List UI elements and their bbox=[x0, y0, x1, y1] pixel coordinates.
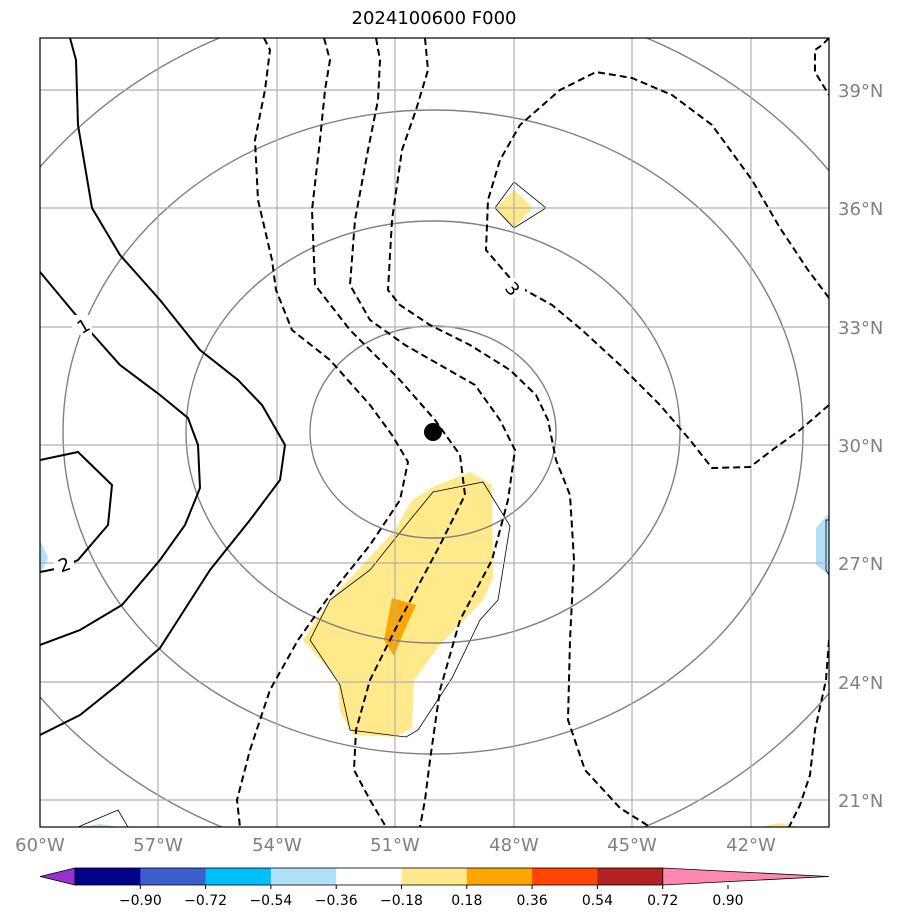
map-frame bbox=[39, 37, 830, 828]
lon-label: 48°W bbox=[489, 835, 539, 856]
colorbar: −0.90 −0.72 −0.54 −0.36 −0.18 0.18 0.36 0.54 0.7… bbox=[39, 867, 830, 909]
lat-label: 39°N bbox=[838, 81, 883, 102]
lat-label: 27°N bbox=[838, 554, 883, 575]
negative-anomaly-west bbox=[40, 540, 48, 575]
map-area: 1 2 3 bbox=[40, 38, 829, 827]
range-rings bbox=[40, 38, 829, 827]
colorbar-segment bbox=[466, 868, 533, 885]
lat-label: 33°N bbox=[838, 318, 883, 339]
colorbar-segment bbox=[270, 868, 337, 885]
lat-label: 36°N bbox=[838, 199, 883, 220]
shaded-field bbox=[40, 190, 829, 827]
colorbar-extend-high bbox=[662, 867, 830, 886]
positive-anomaly-strong bbox=[384, 598, 416, 656]
colorbar-segment bbox=[75, 868, 141, 885]
lon-label: 45°W bbox=[607, 835, 657, 856]
colorbar-segment bbox=[597, 868, 664, 885]
colorbar-segment bbox=[140, 868, 207, 885]
colorbar-tick-label: 0.18 bbox=[451, 893, 482, 909]
lon-label: 42°W bbox=[726, 835, 776, 856]
colorbar-tick-label: 0.36 bbox=[517, 893, 548, 909]
colorbar-tick-label: 0.54 bbox=[582, 893, 613, 909]
colorbar-tick-label: −0.36 bbox=[315, 893, 358, 909]
longitude-labels: 60°W 57°W 54°W 51°W 48°W 45°W 42°W bbox=[15, 835, 776, 856]
negative-anomaly-sw bbox=[80, 824, 118, 827]
dashed-contours bbox=[235, 38, 829, 827]
storm-center-marker bbox=[424, 423, 442, 441]
colorbar-segment bbox=[336, 868, 402, 885]
colorbar-extend-low bbox=[39, 867, 76, 886]
map-title: 2024100600 F000 bbox=[351, 8, 517, 29]
colorbar-tick-label: −0.90 bbox=[119, 893, 162, 909]
colorbar-tick-label: 0.72 bbox=[647, 893, 678, 909]
lon-label: 57°W bbox=[133, 835, 183, 856]
colorbar-tick-label: −0.72 bbox=[184, 893, 227, 909]
colorbar-tick-label: 0.90 bbox=[712, 893, 743, 909]
colorbar-segment bbox=[205, 868, 272, 885]
lon-label: 60°W bbox=[15, 835, 65, 856]
thin-outline-contours bbox=[77, 181, 829, 827]
lat-label: 21°N bbox=[838, 791, 883, 812]
lon-label: 54°W bbox=[252, 835, 302, 856]
colorbar-frame bbox=[74, 867, 664, 886]
graticule bbox=[40, 38, 829, 827]
lat-label: 30°N bbox=[838, 436, 883, 457]
colorbar-tick-label: −0.54 bbox=[249, 893, 292, 909]
lon-label: 51°W bbox=[370, 835, 420, 856]
latitude-labels: 39°N 36°N 33°N 30°N 27°N 24°N 21°N bbox=[838, 81, 883, 812]
colorbar-segment bbox=[532, 868, 598, 885]
contour-labels: 1 2 3 bbox=[54, 278, 525, 577]
lat-label: 24°N bbox=[838, 673, 883, 694]
colorbar-tick-label: −0.18 bbox=[380, 893, 423, 909]
colorbar-segment bbox=[401, 868, 468, 885]
